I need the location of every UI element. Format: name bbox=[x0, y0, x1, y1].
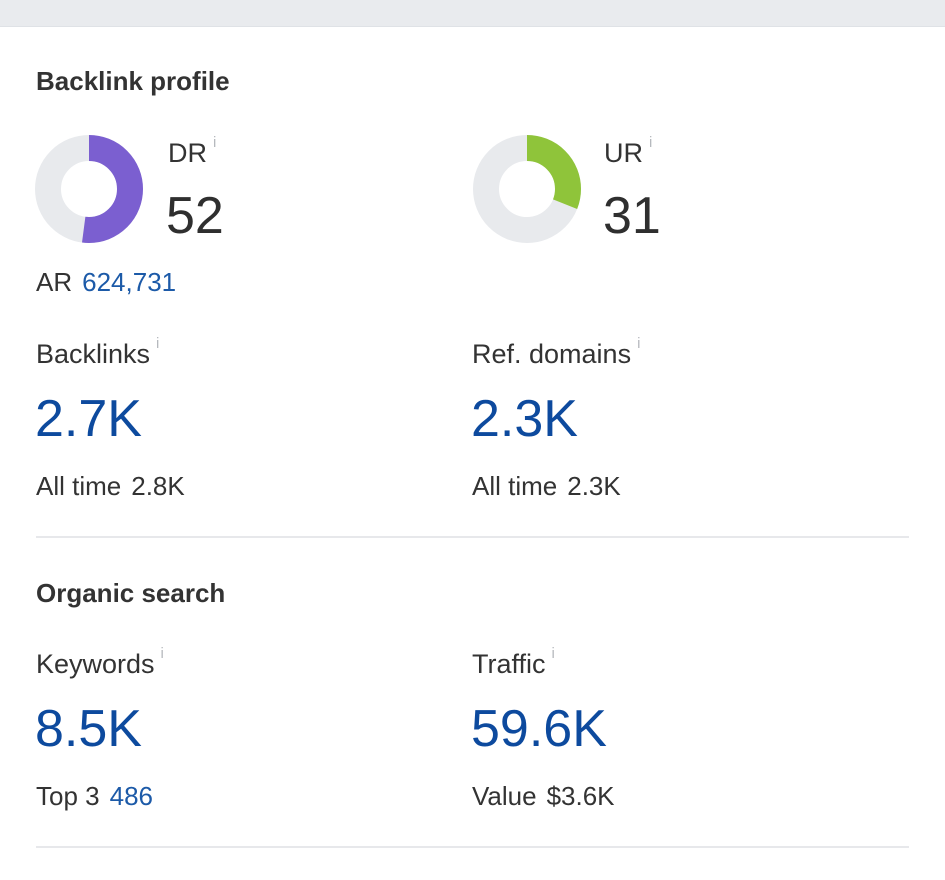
ar-row: AR 624,731 bbox=[36, 267, 176, 298]
backlinks-info-icon[interactable]: i bbox=[156, 335, 160, 352]
dr-label-row: DR i bbox=[168, 134, 216, 169]
backlinks-all-time-row: All time 2.8K bbox=[36, 471, 185, 502]
backlinks-all-time-value: 2.8K bbox=[131, 471, 185, 501]
dr-gauge bbox=[35, 135, 143, 243]
traffic-value-link[interactable]: 59.6K bbox=[471, 700, 607, 758]
ar-value-link[interactable]: 624,731 bbox=[82, 267, 177, 297]
ref-domains-all-time-value: 2.3K bbox=[567, 471, 621, 501]
keywords-info-icon[interactable]: i bbox=[160, 645, 164, 662]
backlink-profile-title: Backlink profile bbox=[36, 66, 230, 96]
ar-label: AR bbox=[36, 267, 73, 297]
keywords-label-row: Keywords i bbox=[36, 645, 164, 680]
dr-info-icon[interactable]: i bbox=[213, 134, 217, 151]
organic-search-title: Organic search bbox=[36, 578, 226, 608]
keywords-label: Keywords bbox=[36, 649, 155, 679]
keywords-top3-value-link[interactable]: 486 bbox=[109, 781, 153, 811]
backlinks-label: Backlinks bbox=[36, 339, 151, 369]
ref-domains-info-icon[interactable]: i bbox=[637, 335, 641, 352]
ur-gauge-arc bbox=[473, 135, 581, 243]
traffic-value-label: Value bbox=[472, 781, 537, 811]
dr-gauge-arc bbox=[35, 135, 143, 243]
backlinks-label-row: Backlinks i bbox=[36, 335, 159, 370]
backlinks-all-time-label: All time bbox=[36, 471, 122, 501]
ref-domains-all-time-row: All time 2.3K bbox=[472, 471, 621, 502]
ref-domains-value-link[interactable]: 2.3K bbox=[471, 390, 578, 448]
section-divider bbox=[36, 536, 909, 538]
traffic-label-row: Traffic i bbox=[472, 645, 555, 680]
keywords-top3-row: Top 3 486 bbox=[36, 781, 153, 812]
bottom-divider bbox=[36, 846, 909, 848]
dr-value: 52 bbox=[166, 187, 224, 245]
ur-label-row: UR i bbox=[604, 134, 652, 169]
ur-label: UR bbox=[604, 138, 643, 168]
traffic-info-icon[interactable]: i bbox=[551, 645, 555, 662]
ur-info-icon[interactable]: i bbox=[649, 134, 653, 151]
ref-domains-label-row: Ref. domains i bbox=[472, 335, 640, 370]
ref-domains-all-time-label: All time bbox=[472, 471, 558, 501]
keywords-value-link[interactable]: 8.5K bbox=[35, 700, 142, 758]
ur-gauge bbox=[473, 135, 581, 243]
ref-domains-label: Ref. domains bbox=[472, 339, 632, 369]
traffic-value-row: Value $3.6K bbox=[472, 781, 615, 812]
top-bar bbox=[0, 0, 945, 27]
traffic-label: Traffic bbox=[472, 649, 546, 679]
backlinks-value-link[interactable]: 2.7K bbox=[35, 390, 142, 448]
keywords-top3-label: Top 3 bbox=[36, 781, 100, 811]
dr-label: DR bbox=[168, 138, 207, 168]
traffic-value-amount: $3.6K bbox=[546, 781, 615, 811]
ur-value: 31 bbox=[603, 187, 661, 245]
